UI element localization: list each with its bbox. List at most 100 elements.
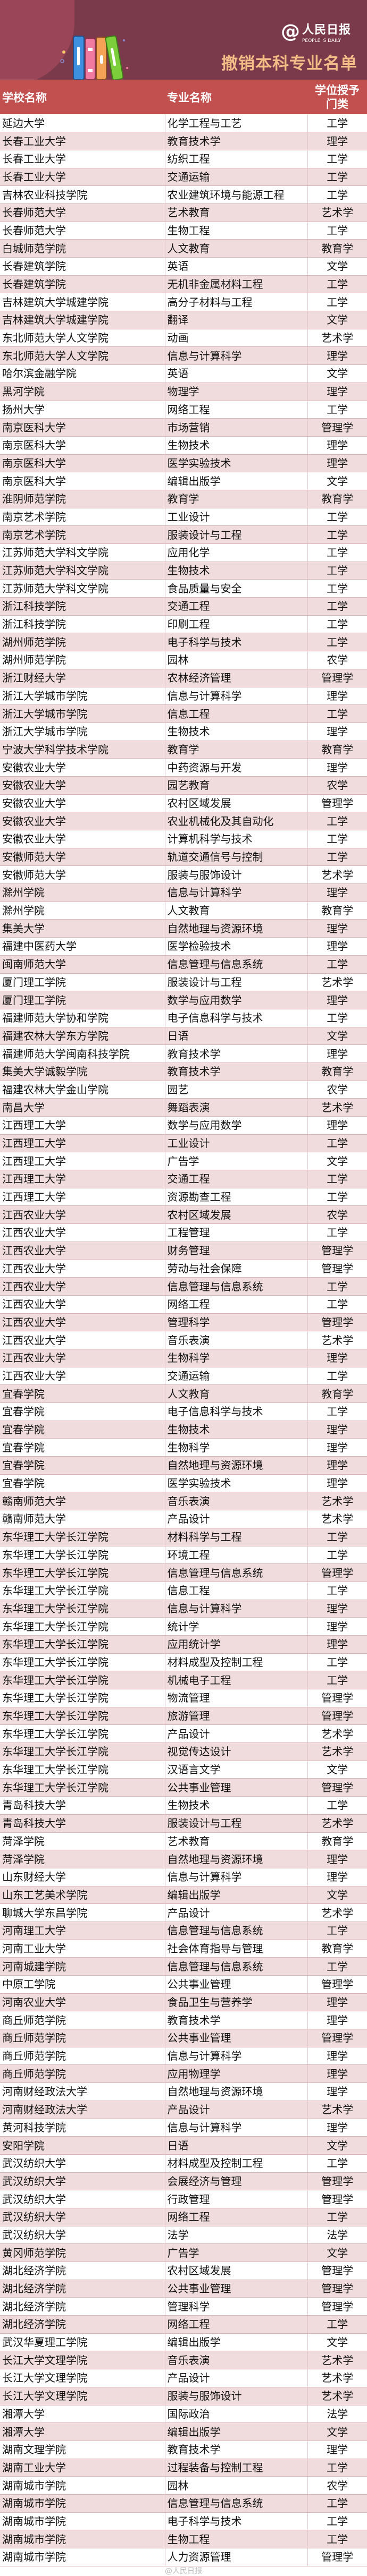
degree-category-cell: 工学 (307, 704, 367, 723)
table-row: 长春工业大学 纺织工程 工学 (0, 150, 367, 168)
degree-category-cell: 工学 (307, 1295, 367, 1314)
major-cell: 交通运输 (164, 1367, 307, 1385)
table-row: 浙江大学城市学院 信息与计算科学 理学 (0, 687, 367, 705)
table-row: 江西理工大学 数学与应用数学 理学 (0, 1116, 367, 1135)
major-cell: 信息管理与信息系统 (164, 2494, 307, 2513)
degree-category-cell: 文学 (307, 2243, 367, 2262)
school-cell: 东华理工大学长江学院 (0, 1689, 165, 1707)
school-cell: 南京医科大学 (0, 436, 165, 455)
column-header-line: 学位授予 (315, 84, 360, 97)
degree-category-cell: 艺术学 (307, 1903, 367, 1922)
school-cell: 安徽农业大学 (0, 794, 165, 813)
major-cell: 交通工程 (164, 1170, 307, 1188)
degree-category-cell: 工学 (307, 615, 367, 634)
major-cell: 数学与应用数学 (164, 1116, 307, 1135)
school-cell: 江西理工大学 (0, 1134, 165, 1153)
degree-category-cell: 理学 (307, 2119, 367, 2137)
table-row: 南京医科大学 市场营销 管理学 (0, 418, 367, 437)
major-cell: 艺术教育 (164, 1832, 307, 1851)
degree-category-cell: 理学 (307, 1044, 367, 1063)
degree-category-cell: 管理学 (307, 2190, 367, 2208)
degree-category-cell: 理学 (307, 346, 367, 365)
table-row: 浙江财经大学 农林经济管理 管理学 (0, 669, 367, 687)
degree-category-cell: 艺术学 (307, 865, 367, 885)
degree-category-cell: 文学 (307, 1886, 367, 1905)
major-cell: 网络工程 (164, 2208, 307, 2226)
table-row: 江西农业大学 音乐表演 艺术学 (0, 1331, 367, 1349)
major-cell: 材料成型及控制工程 (164, 2154, 307, 2173)
school-cell: 白城师范学院 (0, 239, 165, 258)
major-cell: 物流管理 (164, 1689, 307, 1707)
degree-category-cell: 管理学 (307, 1778, 367, 1797)
degree-category-cell: 工学 (307, 597, 367, 616)
degree-category-cell: 管理学 (307, 794, 367, 813)
content: 学校名称 专业名称 学位授予 门类 延边大学 化学工程与工艺 工学 长春工业大学 教育技… (0, 80, 367, 2575)
school-cell: 延边大学 (0, 114, 165, 133)
school-cell: 湘潭大学 (0, 2422, 165, 2441)
table-row: 江西农业大学 农村区域发展 农学 (0, 1205, 367, 1225)
table-row: 东华理工大学长江学院 信息工程 工学 (0, 1582, 367, 1600)
major-cell: 财务管理 (164, 1242, 307, 1260)
degree-category-cell: 工学 (307, 1671, 367, 1689)
degree-category-cell: 理学 (307, 937, 367, 956)
major-cell: 园艺 (164, 1081, 307, 1099)
school-cell: 河南城建学院 (0, 1957, 165, 1976)
degree-category-cell: 艺术学 (307, 2101, 367, 2119)
school-cell: 淮阴师范学院 (0, 490, 165, 508)
table-body: 延边大学 化学工程与工艺 工学 长春工业大学 教育技术学 理学 长春工业大学 纺织工程 工学 长春… (0, 114, 367, 2566)
degree-category-cell: 管理学 (307, 2548, 367, 2566)
table-row: 湘潭大学 国际政治 法学 (0, 2405, 367, 2424)
major-cell: 公共事业管理 (164, 1975, 307, 1994)
table-row: 长春工业大学 教育技术学 理学 (0, 132, 367, 150)
degree-category-cell: 理学 (307, 2011, 367, 2030)
major-cell: 工业设计 (164, 508, 307, 526)
school-cell: 东北师范大学人文学院 (0, 329, 165, 347)
school-cell: 安徽农业大学 (0, 758, 165, 777)
major-cell: 信息管理与信息系统 (164, 1277, 307, 1296)
table-row: 东华理工大学长江学院 视觉传达设计 艺术学 (0, 1742, 367, 1761)
table-row: 南京医科大学 编辑出版学 文学 (0, 472, 367, 490)
major-cell: 农业机械化及其自动化 (164, 812, 307, 830)
major-cell: 人文教育 (164, 1384, 307, 1403)
degree-category-cell: 理学 (307, 1116, 367, 1135)
table-row: 江西理工大学 交通工程 工学 (0, 1170, 367, 1188)
school-cell: 东华理工大学长江学院 (0, 1546, 165, 1565)
column-header-major: 专业名称 (165, 80, 307, 114)
degree-category-cell: 教育学 (307, 741, 367, 759)
degree-category-cell: 工学 (307, 2530, 367, 2548)
table-row: 武汉华夏理工学院 编辑出版学 文学 (0, 2333, 367, 2352)
table-row: 淮阴师范学院 教育学 教育学 (0, 490, 367, 508)
school-cell: 东华理工大学长江学院 (0, 1617, 165, 1636)
major-cell: 生物工程 (164, 2530, 307, 2548)
table-row: 东华理工大学长江学院 统计学 理学 (0, 1617, 367, 1636)
degree-category-cell: 艺术学 (307, 2369, 367, 2387)
major-cell: 舞蹈表演 (164, 1098, 307, 1117)
major-cell: 生物技术 (164, 436, 307, 455)
degree-category-cell: 工学 (307, 222, 367, 240)
major-cell: 会展经济与管理 (164, 2172, 307, 2191)
school-cell: 湖北经济学院 (0, 2262, 165, 2280)
table-row: 滁州学院 人文教育 教育学 (0, 902, 367, 920)
degree-category-cell: 工学 (307, 2459, 367, 2477)
table-row: 武汉纺织大学 材料成型及控制工程 工学 (0, 2154, 367, 2173)
school-cell: 长春师范大学 (0, 203, 165, 222)
table-row: 浙江大学城市学院 信息工程 工学 (0, 704, 367, 723)
major-cell: 农村区域发展 (164, 1205, 307, 1225)
table-row: 集美大学 自然地理与资源环境 理学 (0, 919, 367, 938)
table-row: 武汉纺织大学 行政管理 管理学 (0, 2190, 367, 2208)
school-cell: 菏泽学院 (0, 1832, 165, 1851)
table-row: 商丘师范学院 公共事业管理 管理学 (0, 2029, 367, 2047)
school-cell: 安徽农业大学 (0, 830, 165, 848)
degree-category-cell: 理学 (307, 1349, 367, 1367)
degree-category-cell: 法学 (307, 2226, 367, 2245)
degree-category-cell: 工学 (307, 2208, 367, 2226)
major-cell: 编辑出版学 (164, 1886, 307, 1905)
logo-text-cn: 人民日报 (302, 23, 352, 37)
degree-category-cell: 教育学 (307, 902, 367, 920)
school-cell: 商丘师范学院 (0, 2011, 165, 2030)
table-row: 宜春学院 生物技术 理学 (0, 1421, 367, 1439)
table-row: 扬州大学 网络工程 工学 (0, 401, 367, 419)
school-cell: 滁州学院 (0, 902, 165, 920)
major-cell: 日语 (164, 2136, 307, 2155)
major-cell: 数学与应用数学 (164, 991, 307, 1009)
